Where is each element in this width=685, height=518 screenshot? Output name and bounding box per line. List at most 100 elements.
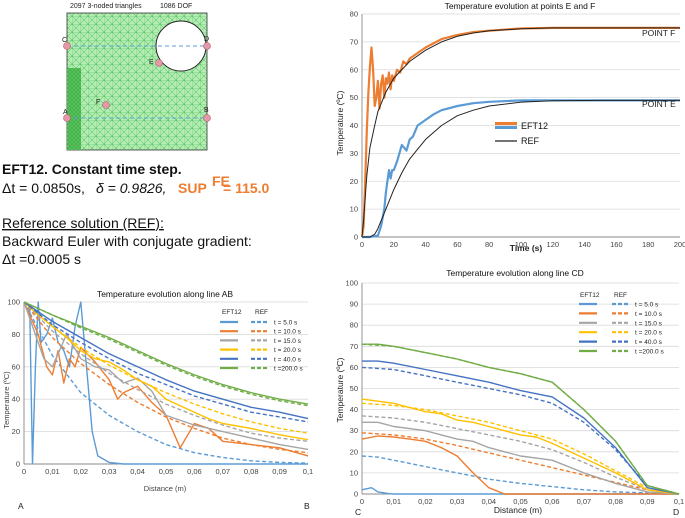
ef-series-ref-f: [361, 27, 680, 238]
ef-xtick-3: 60: [453, 240, 461, 249]
legend-eft-swatch-f: [495, 122, 517, 125]
legend-eft-swatch-e: [495, 126, 517, 129]
cd-series-t-5-0-s-eft12: [361, 487, 679, 495]
mesh-panel: 2097 3-noded triangles 1086 DOF C D E A …: [62, 3, 211, 151]
mesh-dof-label: 1086 DOF: [160, 3, 192, 10]
point-e-marker: [155, 59, 163, 67]
ef-xtick-2: 40: [421, 240, 429, 249]
cd-series-t-40-0-s-ref: [361, 366, 680, 495]
cd-xtick-2: 0,02: [418, 497, 433, 506]
ab-series-t-200-0-s-ref: [23, 301, 309, 407]
chart-ab-grid: [23, 301, 308, 465]
chart-cd-legend-ref: REF: [614, 292, 627, 299]
chart-cd-title: Temperature evolution along line CD: [446, 268, 584, 278]
chart-ef: Temperature evolution at points E and F …: [335, 1, 685, 253]
chart-ef-grid: [361, 13, 680, 238]
ef-ytick-80: 80: [350, 10, 358, 19]
mesh-triangles-label: 2097 3-noded triangles: [70, 3, 142, 10]
ab-ytick-0: 0: [16, 460, 20, 469]
cd-xtick-1: 0,01: [386, 497, 401, 506]
point-f-label: F: [96, 99, 100, 106]
cd-ytick-50: 50: [350, 384, 358, 393]
cd-series-t-15-0-s-ref: [361, 415, 680, 495]
ab-legend-label-5: t =200.0 s: [274, 366, 303, 373]
cd-xtick-0: 0: [360, 497, 364, 506]
cd-ytick-90: 90: [350, 300, 358, 309]
annot-point-e: POINT E: [642, 99, 676, 109]
ab-legend-label-1: t = 10.0 s: [274, 329, 302, 336]
legend-ref-label: REF: [521, 136, 540, 146]
ab-ytick-60: 60: [12, 362, 20, 371]
ef-xtick-1: 20: [390, 240, 398, 249]
point-e-label: E: [149, 59, 154, 66]
info-ref-dt: Δt =0.0005 s: [2, 251, 81, 267]
ab-xtick-4: 0,04: [130, 467, 145, 476]
ef-series-ref-e: [362, 99, 680, 238]
chart-ab-lines: [23, 301, 309, 465]
info-sup-value: = 115.0: [223, 180, 270, 196]
legend-eft-label: EFT12: [521, 121, 548, 131]
chart-ab-title: Temperature evolution along line AB: [97, 289, 233, 299]
point-c-label: C: [62, 37, 67, 44]
ab-legend-label-4: t = 40.0 s: [274, 356, 302, 363]
cd-legend-label-1: t = 10.0 s: [635, 311, 663, 318]
cd-xtick-5: 0,05: [513, 497, 528, 506]
cd-ytick-80: 80: [350, 321, 358, 330]
ef-xtick-9: 180: [642, 240, 655, 249]
cd-ytick-70: 70: [350, 342, 358, 351]
point-b-label: B: [204, 107, 209, 114]
chart-cd-grid: [361, 282, 679, 495]
ab-ytick-100: 100: [7, 298, 20, 307]
ef-ytick-60: 60: [350, 65, 358, 74]
chart-cd-ylabel: Temperature (ºC): [335, 357, 345, 422]
chart-ab-end-b: B: [304, 501, 310, 511]
ef-ytick-20: 20: [350, 177, 358, 186]
chart-cd-legend-eft: EFT12: [580, 292, 600, 299]
cd-legend-label-5: t =200.0 s: [635, 349, 664, 356]
cd-xtick-9: 0,09: [640, 497, 655, 506]
info-ref-method: Backward Euler with conjugate gradient:: [2, 233, 252, 249]
cd-ytick-0: 0: [354, 490, 358, 499]
cd-ytick-100: 100: [345, 279, 358, 288]
cd-ytick-30: 30: [350, 426, 358, 435]
chart-ef-xlabel: Time (s): [510, 243, 543, 253]
chart-ab-ticks: 0 20 40 60 80 100 0 0,01 0,02 0,03 0,04 0,05 0,06 0,0…: [7, 298, 313, 477]
chart-ef-ticks: 0 10 20 30 40 50 60 70 80 0 20 40 60 80 100 120 140 160 18…: [350, 10, 685, 250]
ab-series-t-15-0-s-eft12: [23, 301, 309, 451]
info-delta: δ = 0.9826,: [96, 180, 166, 196]
point-b-marker: [203, 114, 211, 122]
chart-cd-xlabel: Distance (m): [494, 505, 542, 515]
ab-ytick-80: 80: [12, 330, 20, 339]
ef-xtick-4: 80: [485, 240, 493, 249]
ab-ytick-20: 20: [12, 427, 20, 436]
ab-xtick-3: 0,03: [102, 467, 117, 476]
ab-series-t-10-0-s-ref: [23, 301, 309, 454]
ef-ytick-50: 50: [350, 93, 358, 102]
cd-xtick-10: 0,1: [674, 497, 684, 506]
point-d-label: D: [204, 36, 209, 43]
ef-xtick-10: 200: [674, 240, 685, 249]
ef-series-eft12-f: [360, 26, 680, 238]
chart-ef-legend: EFT12 REF: [495, 121, 548, 146]
ab-xtick-5: 0,05: [159, 467, 174, 476]
point-a-label: A: [63, 109, 68, 116]
ab-series-t-40-0-s-eft12: [23, 301, 309, 420]
chart-ab-ylabel: Temperature (ºC): [2, 371, 11, 429]
cd-series-t-5-0-s-ref: [361, 455, 680, 495]
info-sup-super: FE: [212, 173, 230, 189]
chart-cd-end-c: C: [355, 507, 361, 517]
ef-ytick-0: 0: [354, 233, 358, 242]
cd-legend-label-3: t = 20.0 s: [635, 330, 663, 337]
chart-ab-end-a: A: [18, 501, 24, 511]
cd-ytick-40: 40: [350, 405, 358, 414]
chart-ef-title: Temperature evolution at points E and F: [445, 1, 596, 11]
ef-series-eft12-e: [362, 99, 680, 239]
ab-series-t-15-0-s-ref: [23, 301, 309, 442]
ef-xtick-7: 140: [578, 240, 591, 249]
info-ref-heading: Reference solution (REF):: [2, 215, 164, 231]
cd-legend-label-0: t = 5.0 s: [635, 302, 659, 309]
ab-series-t-10-0-s-eft12: [23, 301, 309, 457]
ef-ytick-40: 40: [350, 121, 358, 130]
ab-xtick-7: 0,07: [215, 467, 230, 476]
